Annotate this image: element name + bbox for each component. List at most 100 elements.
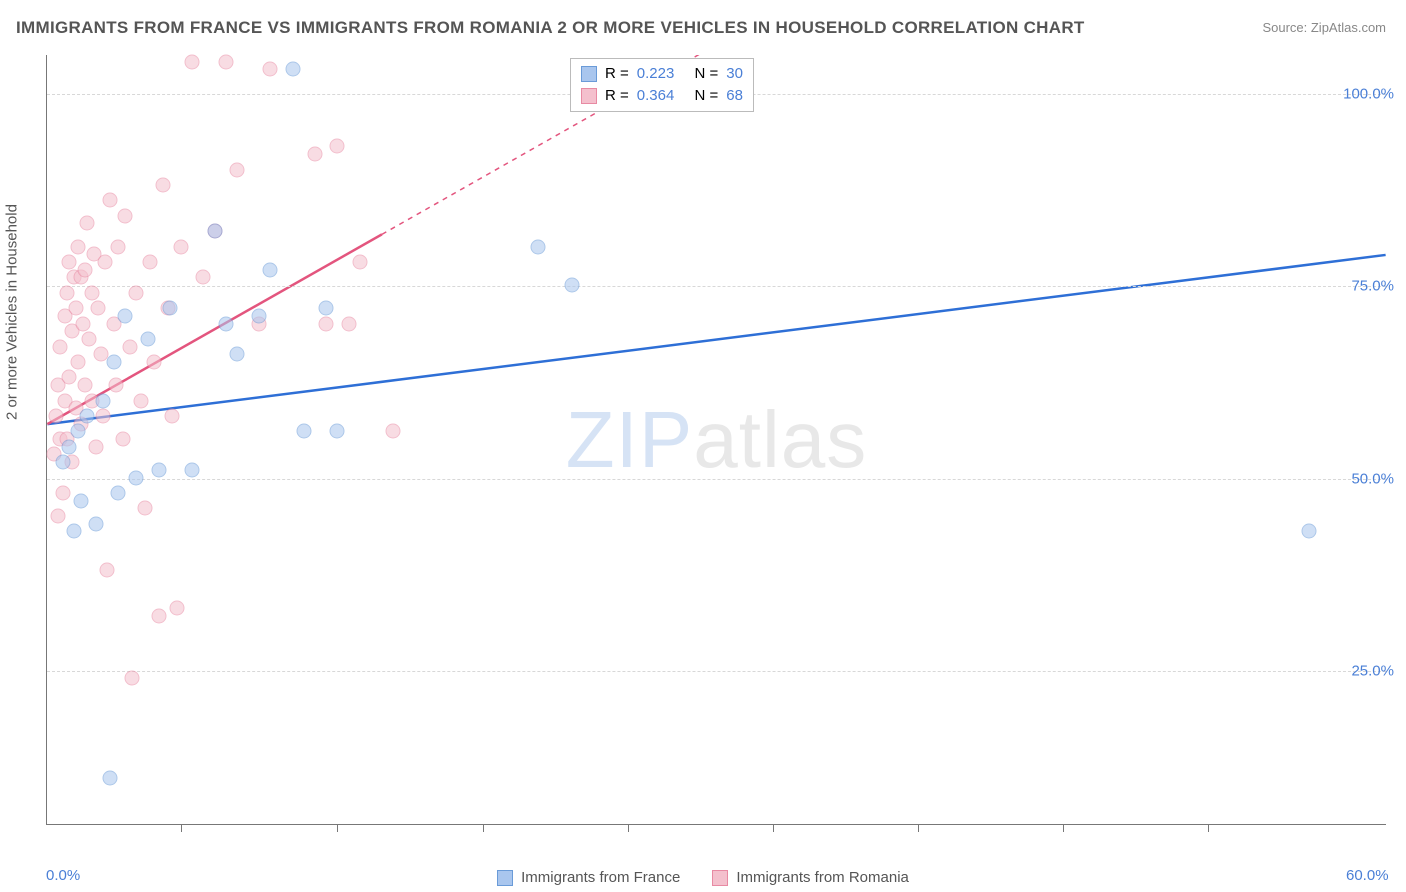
series-legend: Immigrants from France Immigrants from R… [0,869,1406,886]
legend-item-france: Immigrants from France [497,869,680,886]
data-point [95,408,110,423]
watermark-part2: atlas [693,395,867,484]
correlation-legend: R = 0.223 N = 30 R = 0.364 N = 68 [570,58,754,112]
y-tick-label: 25.0% [1351,663,1394,680]
series-label-romania: Immigrants from Romania [736,869,909,886]
data-point [352,254,367,269]
data-point [71,239,86,254]
data-point [308,147,323,162]
legend-item-romania: Immigrants from Romania [712,869,909,886]
data-point [89,439,104,454]
data-point [330,424,345,439]
data-point [53,339,68,354]
x-minor-tick [483,824,484,832]
data-point [140,331,155,346]
data-point [111,239,126,254]
data-point [229,162,244,177]
data-point [169,601,184,616]
data-point [296,424,311,439]
data-point [531,239,546,254]
data-point [142,254,157,269]
data-point [80,408,95,423]
data-point [66,524,81,539]
n-value-france: 30 [726,63,743,85]
data-point [100,562,115,577]
x-tick-label: 60.0% [1346,867,1389,884]
data-point [218,54,233,69]
data-point [165,408,180,423]
data-point [71,424,86,439]
data-point [218,316,233,331]
data-point [207,224,222,239]
x-minor-tick [181,824,182,832]
series-label-france: Immigrants from France [521,869,680,886]
data-point [147,355,162,370]
data-point [73,493,88,508]
data-point [138,501,153,516]
n-value-romania: 68 [726,85,743,107]
data-point [229,347,244,362]
data-point [82,331,97,346]
data-point [386,424,401,439]
watermark: ZIPatlas [566,394,867,486]
data-point [185,54,200,69]
data-point [60,285,75,300]
data-point [62,254,77,269]
data-point [263,262,278,277]
n-prefix: N = [694,63,718,85]
data-point [185,462,200,477]
data-point [263,62,278,77]
data-point [122,339,137,354]
data-point [84,285,99,300]
data-point [285,62,300,77]
legend-row-france: R = 0.223 N = 30 [581,63,743,85]
data-point [124,670,139,685]
data-point [252,308,267,323]
source-attribution: Source: ZipAtlas.com [1262,20,1386,35]
x-minor-tick [337,824,338,832]
y-tick-label: 100.0% [1343,85,1394,102]
data-point [341,316,356,331]
data-point [564,278,579,293]
data-point [109,378,124,393]
data-point [69,301,84,316]
y-axis-label: 2 or more Vehicles in Household [4,204,21,420]
data-point [156,177,171,192]
watermark-part1: ZIP [566,395,693,484]
swatch-romania [712,870,728,886]
data-point [75,316,90,331]
data-point [118,308,133,323]
r-value-france: 0.223 [637,63,675,85]
swatch-france [581,66,597,82]
data-point [77,262,92,277]
chart-title: IMMIGRANTS FROM FRANCE VS IMMIGRANTS FRO… [16,18,1085,38]
x-minor-tick [918,824,919,832]
data-point [129,285,144,300]
data-point [115,432,130,447]
data-point [102,770,117,785]
data-point [151,462,166,477]
data-point [77,378,92,393]
data-point [133,393,148,408]
data-point [162,301,177,316]
data-point [48,408,63,423]
data-point [196,270,211,285]
swatch-romania [581,88,597,104]
data-point [62,439,77,454]
swatch-france [497,870,513,886]
r-prefix: R = [605,85,629,107]
data-point [80,216,95,231]
data-point [62,370,77,385]
x-tick-label: 0.0% [46,867,80,884]
data-point [1301,524,1316,539]
data-point [174,239,189,254]
gridline [47,671,1386,672]
y-tick-label: 50.0% [1351,470,1394,487]
data-point [98,254,113,269]
data-point [107,355,122,370]
data-point [89,516,104,531]
y-tick-label: 75.0% [1351,278,1394,295]
n-prefix: N = [694,85,718,107]
data-point [319,301,334,316]
data-point [95,393,110,408]
